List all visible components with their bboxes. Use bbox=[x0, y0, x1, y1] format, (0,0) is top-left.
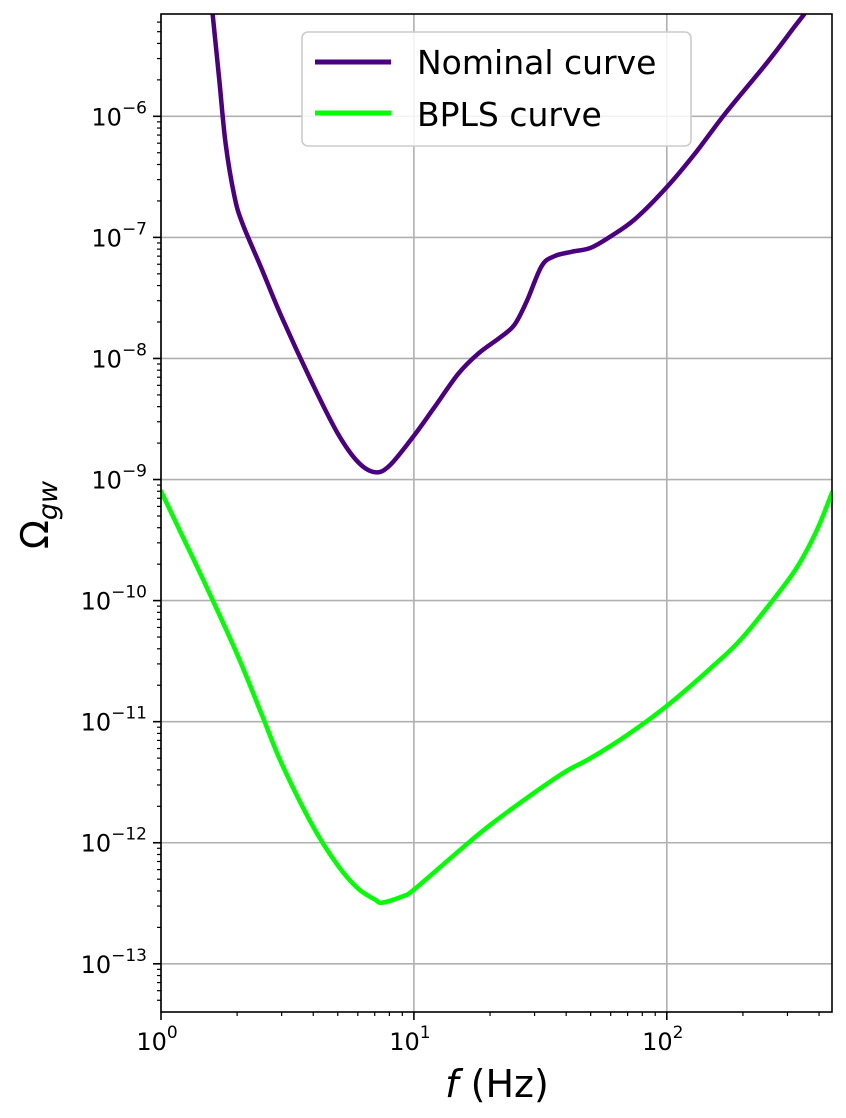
y-tick-exp: −13 bbox=[111, 946, 147, 966]
y-axis-label: Ωgw bbox=[13, 480, 64, 549]
x-tick-label: 101 bbox=[389, 1023, 430, 1056]
y-tick-base: 10 bbox=[91, 103, 122, 131]
legend-box bbox=[301, 31, 692, 147]
y-tick-base: 10 bbox=[81, 588, 112, 616]
y-tick-exp: −8 bbox=[122, 340, 147, 360]
x-tick-base: 10 bbox=[389, 1028, 420, 1056]
y-tick-exp: −7 bbox=[122, 219, 147, 239]
plot-frame bbox=[160, 13, 833, 1013]
x-tick-exp: 0 bbox=[167, 1023, 178, 1043]
series-lines bbox=[161, 14, 832, 906]
y-tick-base: 10 bbox=[91, 467, 122, 495]
y-tick-label: 10−11 bbox=[81, 704, 147, 737]
y-tick-exp: −6 bbox=[122, 98, 147, 118]
legend-label-bpls: BPLS curve bbox=[417, 95, 602, 134]
y-tick-label: 10−7 bbox=[91, 219, 147, 252]
y-tick-exp: −11 bbox=[111, 704, 147, 724]
y-tick-exp: −9 bbox=[122, 462, 147, 482]
y-tick-label: 10−8 bbox=[91, 340, 147, 373]
legend-label-nominal: Nominal curve bbox=[417, 43, 656, 82]
x-tick-label: 100 bbox=[136, 1023, 177, 1056]
y-tick-base: 10 bbox=[81, 709, 112, 737]
bpls-curve-line bbox=[161, 489, 832, 906]
y-tick-base: 10 bbox=[81, 951, 112, 979]
x-axis-label: f (Hz) bbox=[445, 1062, 549, 1106]
major-ticks bbox=[153, 115, 668, 1020]
x-tick-exp: 2 bbox=[673, 1023, 684, 1043]
y-tick-label: 10−9 bbox=[91, 462, 147, 495]
y-tick-label: 10−12 bbox=[81, 825, 147, 858]
y-tick-label: 10−13 bbox=[81, 946, 147, 979]
x-tick-base: 10 bbox=[136, 1028, 167, 1056]
legend: Nominal curve BPLS curve bbox=[301, 31, 692, 147]
x-tick-labels: 100 101 102 bbox=[136, 1023, 683, 1056]
x-tick-base: 10 bbox=[642, 1028, 673, 1056]
y-tick-exp: −12 bbox=[111, 825, 147, 845]
y-tick-exp: −10 bbox=[111, 583, 147, 603]
x-tick-exp: 1 bbox=[420, 1023, 431, 1043]
x-tick-label: 102 bbox=[642, 1023, 683, 1056]
y-tick-base: 10 bbox=[91, 224, 122, 252]
y-tick-label: 10−6 bbox=[91, 98, 147, 131]
y-tick-label: 10−10 bbox=[81, 583, 147, 616]
nominal-curve-line bbox=[210, 14, 807, 475]
y-tick-base: 10 bbox=[81, 830, 112, 858]
y-tick-base: 10 bbox=[91, 345, 122, 373]
